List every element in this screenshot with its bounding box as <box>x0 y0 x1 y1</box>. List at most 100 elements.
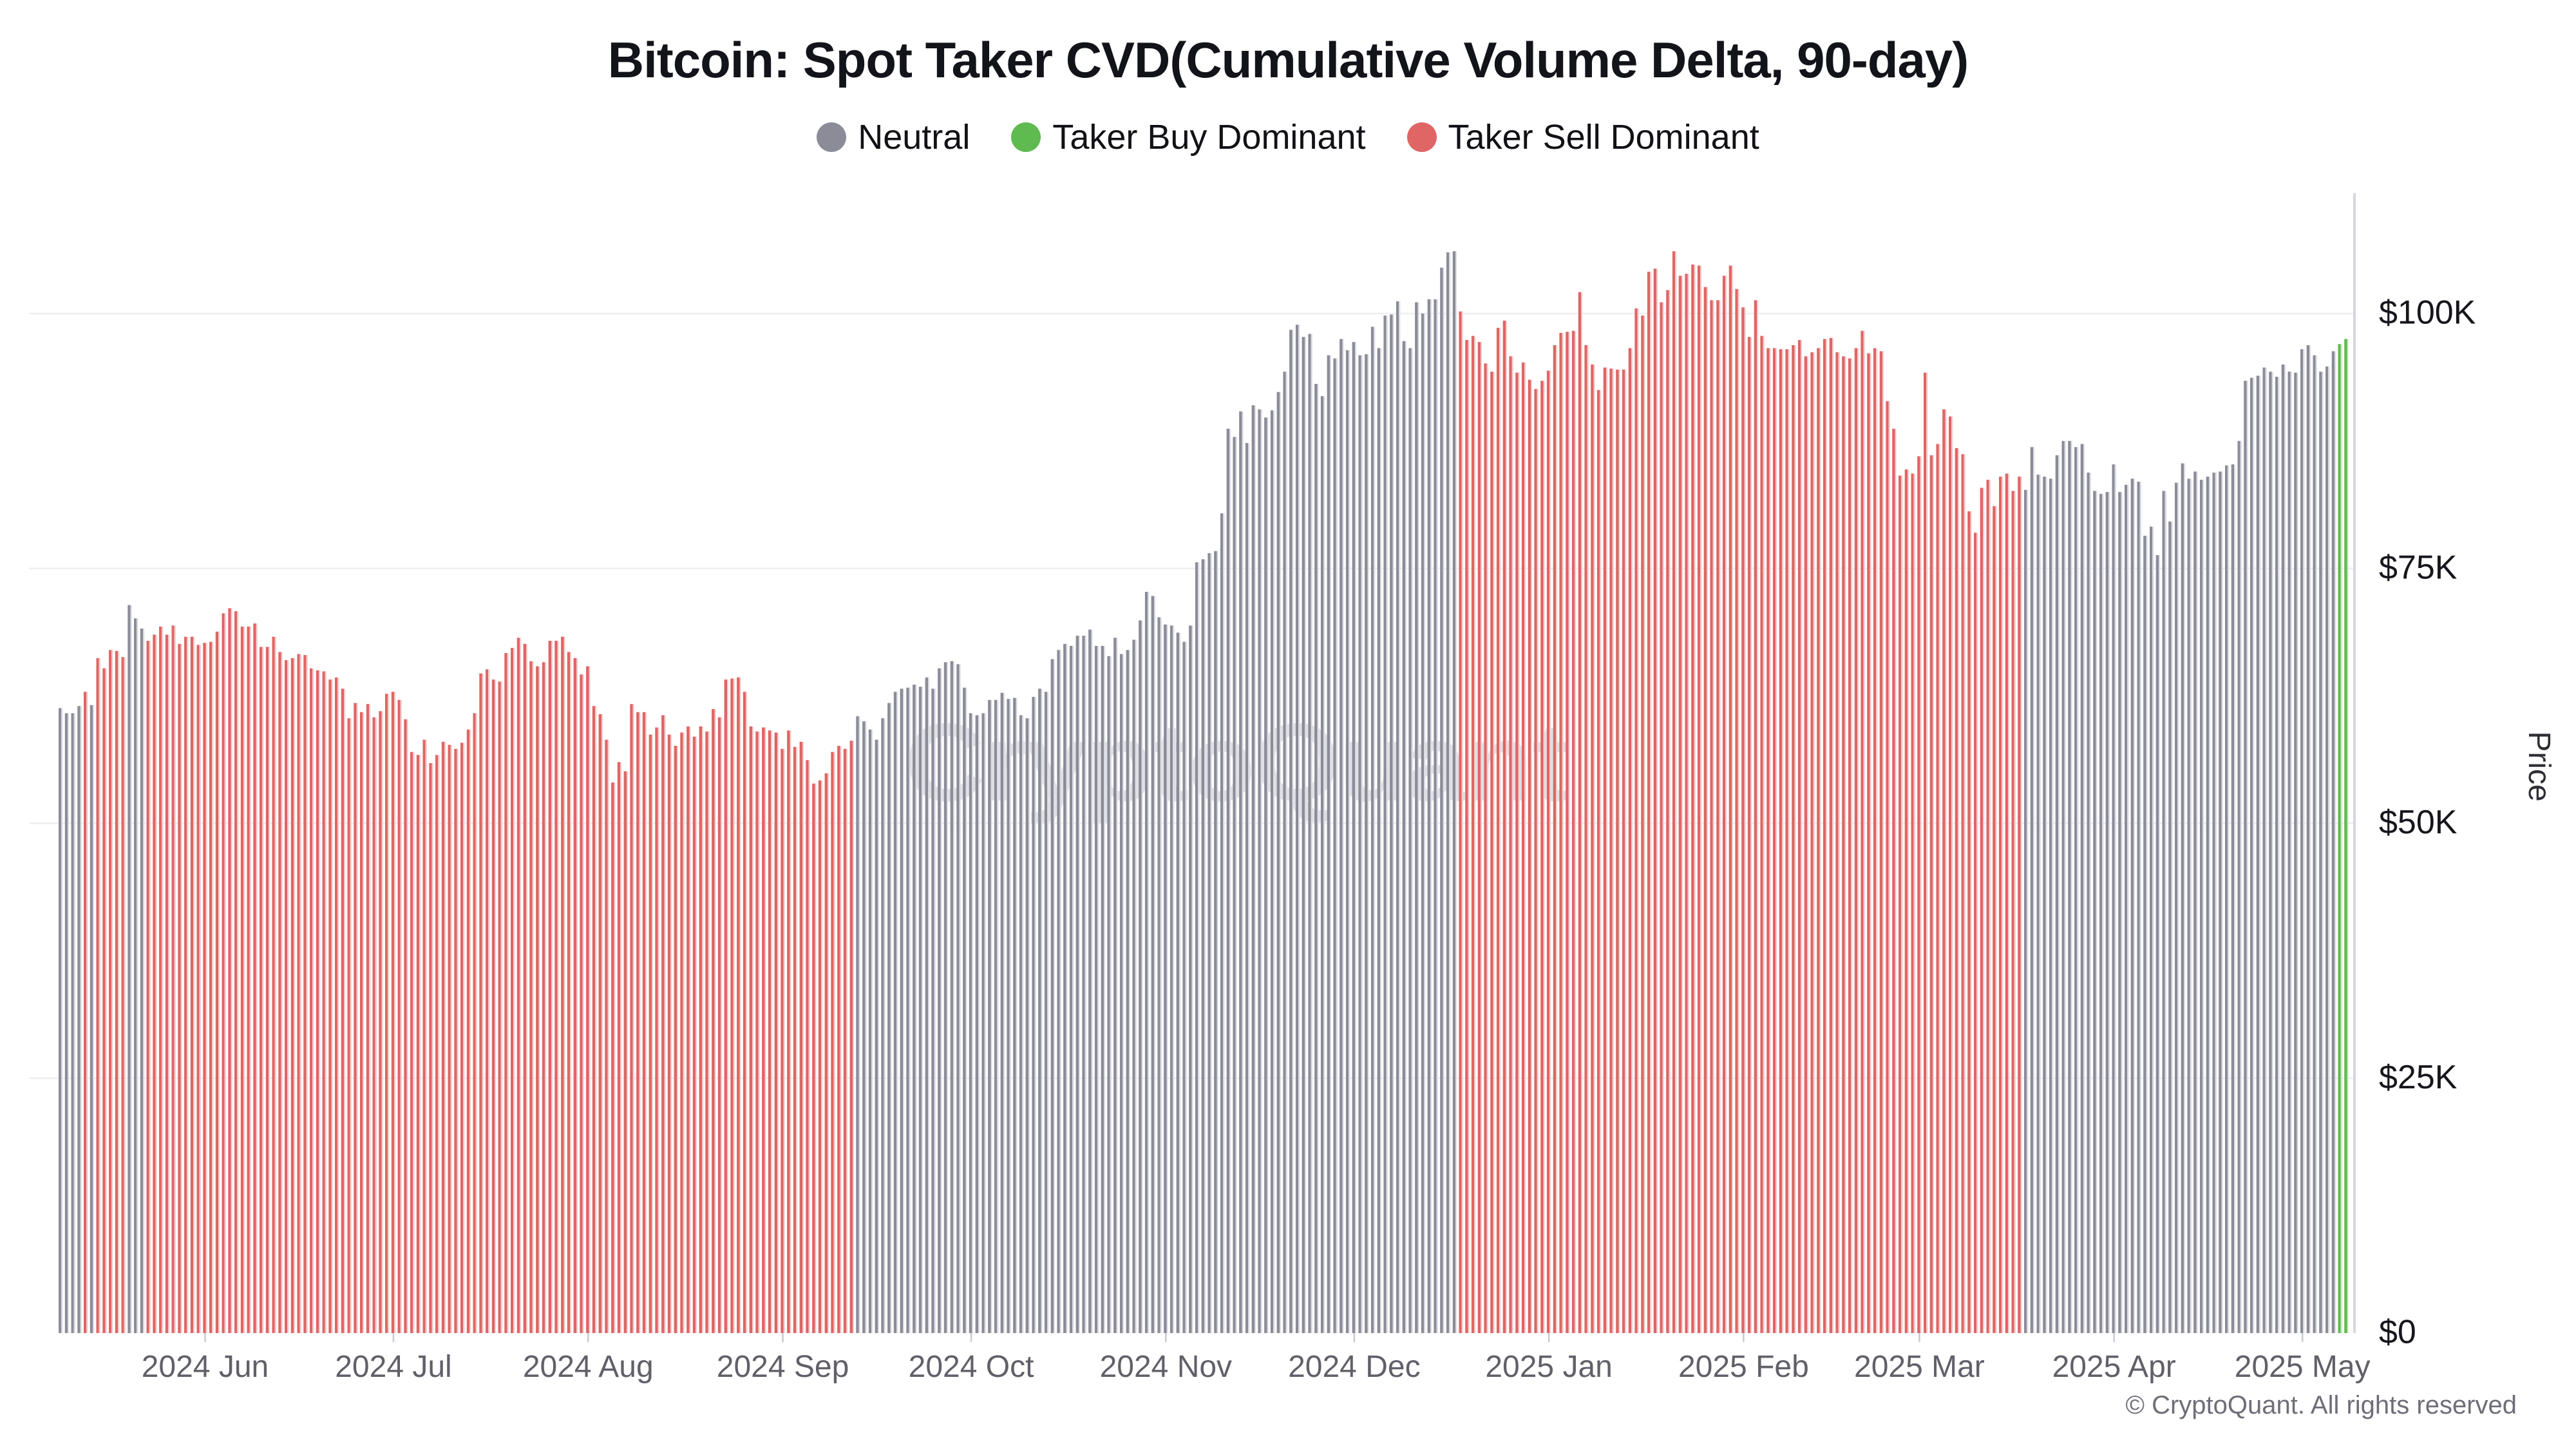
bar-s <box>1817 348 1821 1333</box>
bar-n <box>2030 447 2035 1334</box>
bar-n <box>1251 405 1256 1333</box>
bar-s <box>1904 469 1909 1333</box>
bar-s <box>712 709 716 1333</box>
bar-b <box>2344 339 2349 1333</box>
bar-n <box>2225 465 2230 1334</box>
legend-label: Taker Buy Dominant <box>1052 118 1366 156</box>
bar-s <box>209 641 214 1333</box>
bar-s <box>247 626 251 1333</box>
bar-s <box>310 668 314 1333</box>
bar-s <box>1766 348 1771 1333</box>
bar-s <box>1571 330 1577 1334</box>
bar-n <box>1270 410 1275 1334</box>
bar-n <box>1239 411 1244 1333</box>
bar-n <box>2313 355 2317 1334</box>
y-axis-label: $100K <box>2379 294 2476 332</box>
bar-n <box>913 685 917 1333</box>
bar-s <box>278 652 283 1333</box>
bar-s <box>1609 368 1614 1333</box>
bar-s <box>422 739 427 1333</box>
bar-n <box>1088 629 1093 1333</box>
bar-s <box>1999 477 2003 1333</box>
bar-s <box>1540 381 1545 1333</box>
bar-s <box>1754 300 1759 1334</box>
y-axis-labels: $0 $25K $50K $75K $100K <box>2379 294 2476 1351</box>
bar-n <box>1025 718 1030 1333</box>
bar-s <box>831 752 835 1333</box>
bar-s <box>611 782 616 1333</box>
bar-s <box>486 669 490 1333</box>
bar-s <box>667 734 672 1333</box>
bar-s <box>491 679 497 1333</box>
bar-s <box>121 657 126 1333</box>
bar-s <box>2018 477 2022 1333</box>
legend-label: Neutral <box>858 118 971 156</box>
bar-s <box>171 625 176 1333</box>
bar-s <box>1792 345 1796 1333</box>
bar-n <box>1075 636 1080 1333</box>
sell-dot-icon <box>1406 122 1437 152</box>
bar-n <box>2262 367 2267 1334</box>
bar-s <box>410 752 415 1333</box>
bar-n <box>1201 559 1206 1333</box>
bar-s <box>1842 356 1846 1333</box>
bar-s <box>190 636 195 1334</box>
bar-s <box>1741 307 1746 1333</box>
bar-s <box>717 717 723 1333</box>
bar-s <box>404 719 408 1333</box>
legend-item-neutral[interactable]: Neutral <box>817 117 970 157</box>
bar-n <box>2244 381 2248 1333</box>
bar-s <box>498 681 502 1333</box>
bar-n <box>2187 478 2192 1333</box>
bar-n <box>900 688 904 1333</box>
bar-s <box>1716 300 1721 1334</box>
bar-s <box>787 730 791 1333</box>
bar-s <box>1584 345 1589 1333</box>
bar-s <box>84 692 88 1333</box>
copyright-text: © CryptoQuant. All rights reserved <box>2125 1391 2517 1419</box>
legend-item-taker-buy[interactable]: Taker Buy Dominant <box>1011 117 1366 157</box>
bar-n <box>1119 654 1124 1333</box>
bar-s <box>1861 330 1865 1334</box>
bar-s <box>1735 289 1739 1333</box>
bar-s <box>818 780 823 1333</box>
bar-n <box>2219 471 2223 1334</box>
bar-n <box>931 688 936 1333</box>
bar-n <box>1434 299 1438 1334</box>
bar-n <box>1170 625 1175 1333</box>
bar-s <box>617 762 622 1333</box>
legend-item-taker-sell[interactable]: Taker Sell Dominant <box>1406 117 1759 157</box>
bar-n <box>2074 447 2079 1334</box>
bar-s <box>1641 316 1645 1333</box>
bar-n <box>1069 645 1074 1333</box>
bar-s <box>598 714 603 1333</box>
bar-n <box>2137 482 2141 1333</box>
bar-n <box>1421 313 1426 1333</box>
bar-n <box>1000 692 1005 1333</box>
buy-dot-icon <box>1011 122 1041 152</box>
bar-n <box>2206 477 2211 1333</box>
bar-s <box>253 623 258 1333</box>
bar-s <box>1722 276 1727 1334</box>
bar-n <box>906 687 911 1333</box>
bar-s <box>724 679 728 1333</box>
bar-s <box>184 636 189 1334</box>
bar-s <box>429 763 433 1333</box>
bar-s <box>636 712 641 1333</box>
bar-n <box>1302 337 1306 1334</box>
bar-s <box>1502 320 1508 1333</box>
bar-s <box>1484 363 1488 1333</box>
bar-n <box>1352 342 1356 1333</box>
bar-n <box>64 713 70 1333</box>
bar-s <box>1653 269 1658 1334</box>
bar-n <box>2331 351 2336 1333</box>
bar-s <box>146 641 151 1333</box>
bar-s <box>290 658 296 1333</box>
y-axis-label: $0 <box>2379 1314 2416 1351</box>
bar-n <box>2130 478 2136 1333</box>
x-axis-label: 2025 Feb <box>1678 1350 1809 1384</box>
bar-s <box>1471 336 1476 1333</box>
bar-n <box>1126 650 1130 1333</box>
bar-s <box>1534 389 1539 1333</box>
bar-s <box>397 699 402 1333</box>
